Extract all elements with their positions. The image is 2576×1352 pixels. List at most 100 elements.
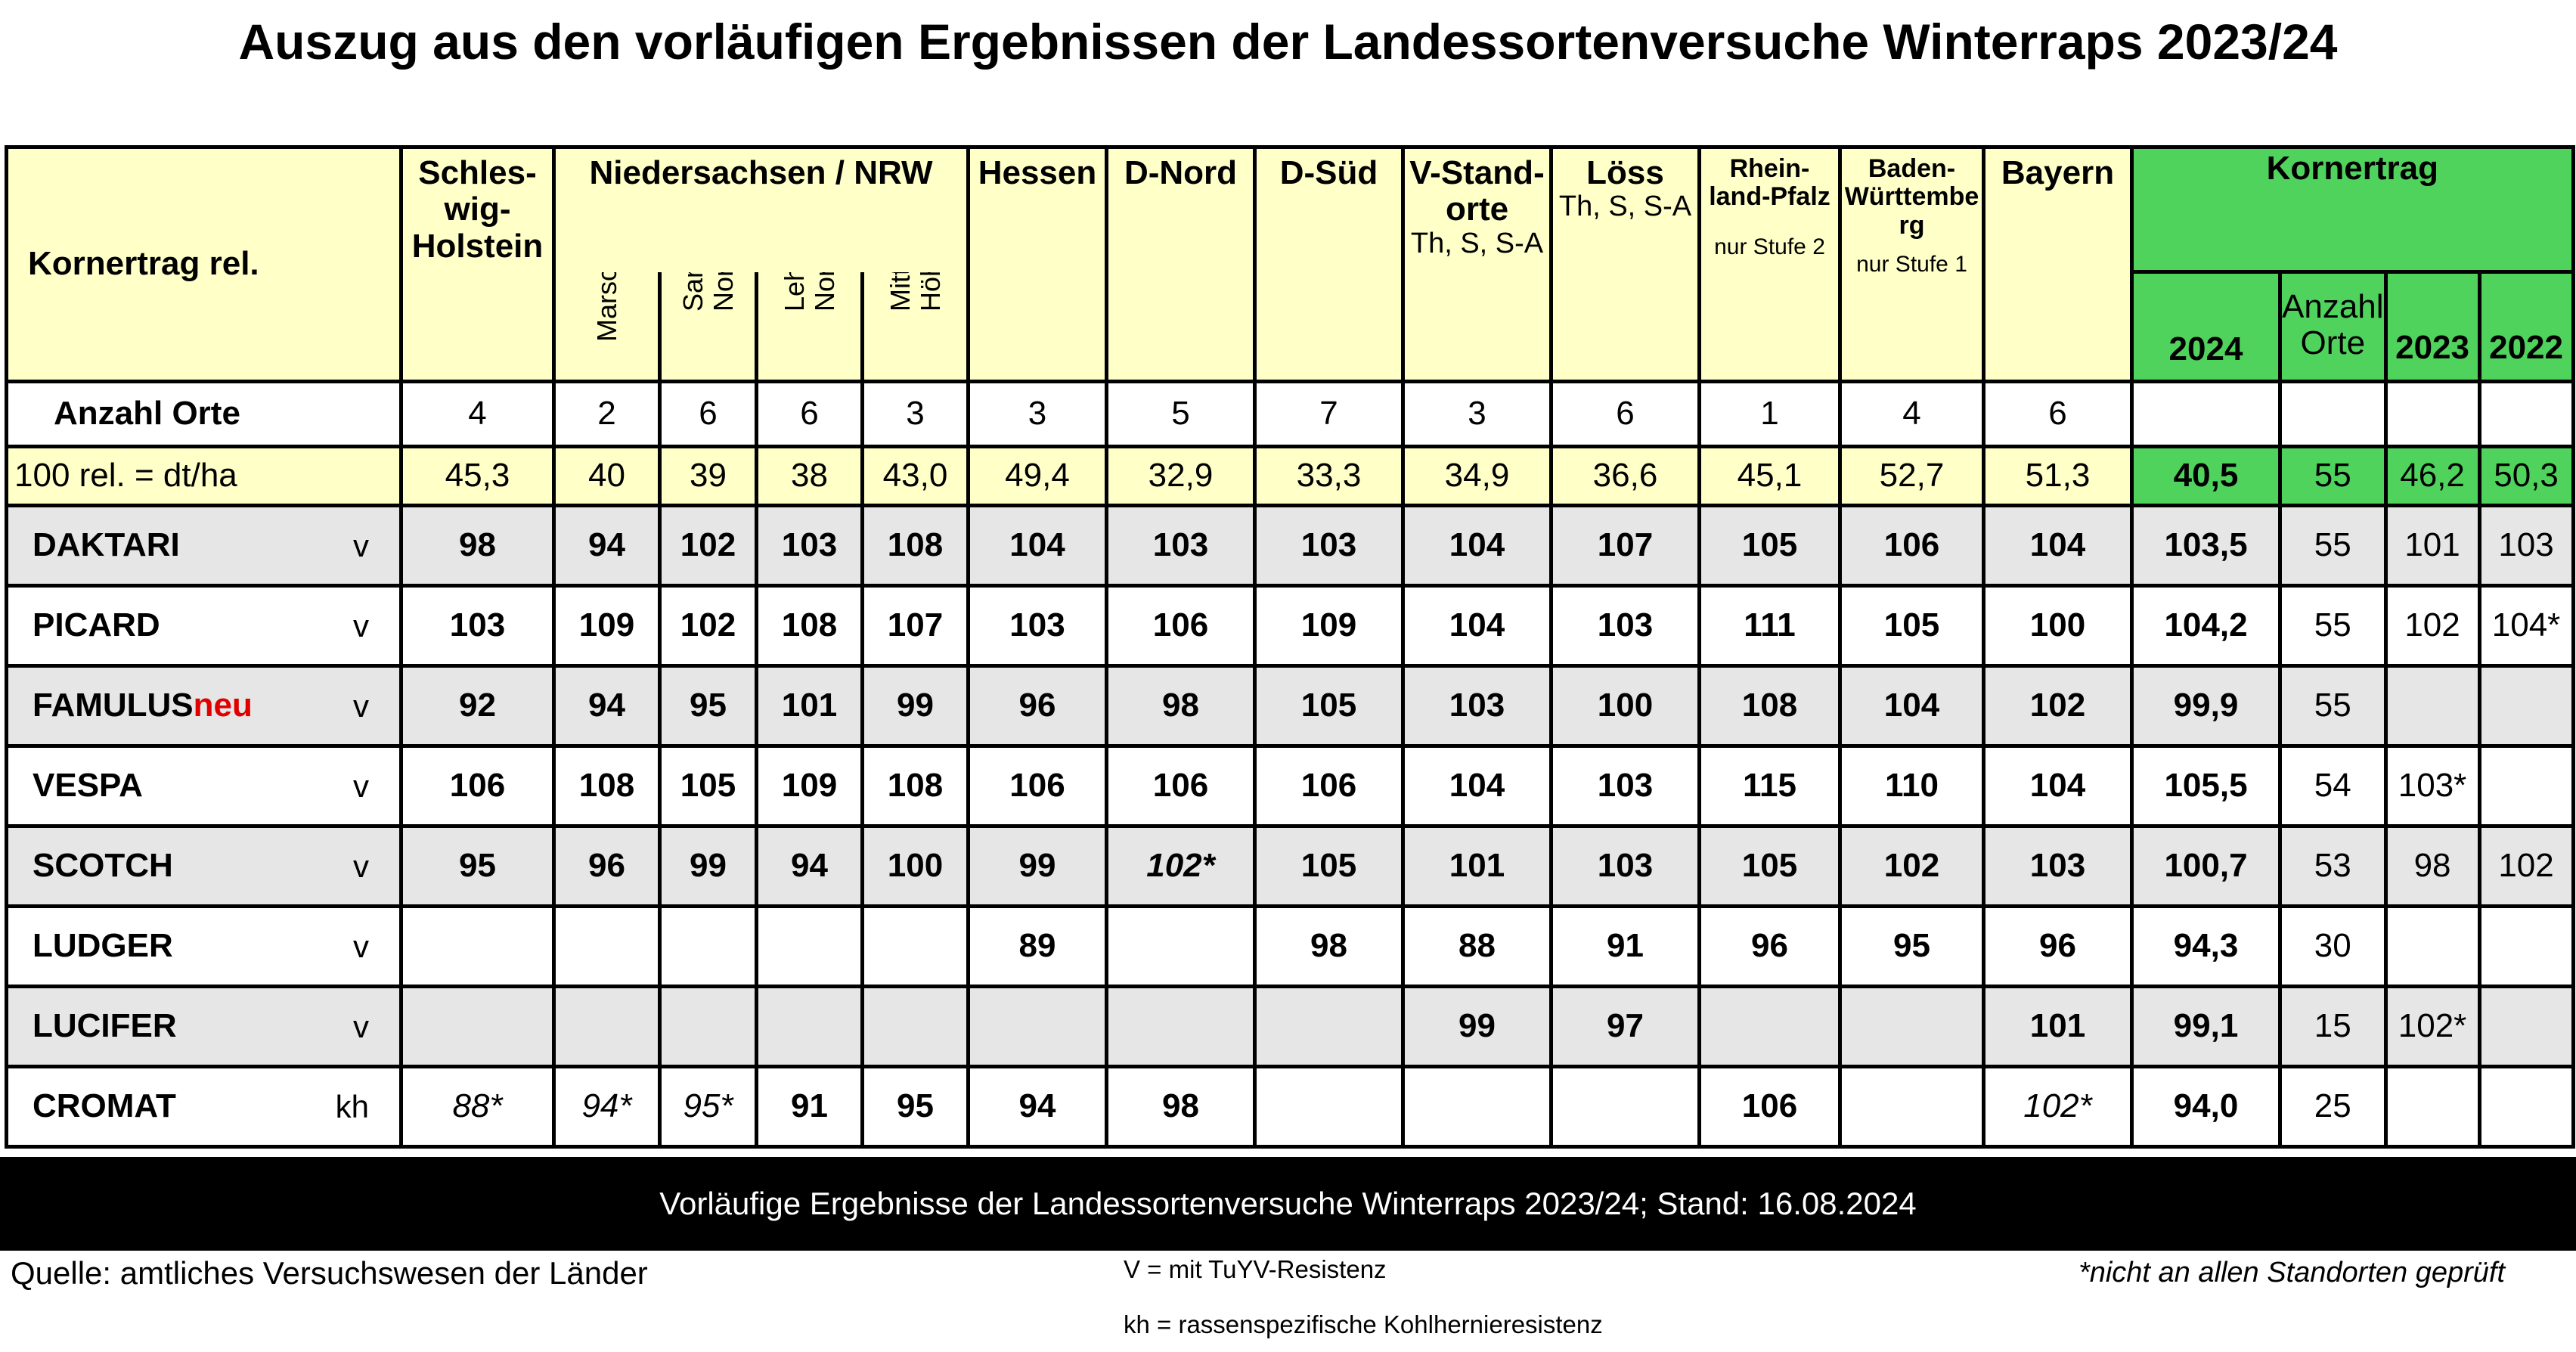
variety-name-cell: FAMULUSneu v (5, 664, 403, 748)
table-cell (1401, 1065, 1553, 1149)
corner-label: Kornertrag rel. (5, 145, 403, 383)
table-cell: 91 (1549, 904, 1701, 988)
table-cell: 103 (1982, 824, 2134, 908)
table-cell: 94 (552, 664, 662, 748)
empty-cell (2383, 380, 2481, 448)
header-rheinland-pfalz: Rhein-land-Pfalz nur Stufe 2 (1697, 145, 1842, 383)
variety-row: VESPA v 106 108 105 109 108 106 106 106 104 103 115 1… (5, 744, 2575, 828)
kornertrag-2024-cell: 103,5 (2130, 504, 2282, 588)
header-marsch: Marsch (552, 271, 662, 383)
header-baden-wuerttemberg-note: nur Stufe 1 (1856, 252, 1967, 278)
table-cell: 104 (1982, 744, 2134, 828)
kornertrag-2023-cell (2383, 904, 2481, 988)
kornertrag-2024-cell: 94,3 (2130, 904, 2282, 988)
table-cell: 102 (658, 584, 758, 668)
table-cell: 105 (1253, 664, 1405, 748)
table-cell: 102 (658, 504, 758, 588)
table-cell: 105 (1838, 584, 1985, 668)
table-cell: 100 (1982, 584, 2134, 668)
legend-v: V = mit TuYV-Resistenz (1124, 1255, 1387, 1283)
table-cell (966, 985, 1108, 1068)
table-cell: 107 (860, 584, 970, 668)
table-cell (755, 985, 864, 1068)
header-lehmboeden-line2: Nordwest (809, 272, 840, 312)
table-cell (1697, 985, 1842, 1068)
table-cell: 88* (399, 1065, 556, 1149)
header-loess: Löss Th, S, S-A (1549, 145, 1701, 383)
table-cell: 108 (552, 744, 662, 828)
kornertrag-2022-cell (2477, 985, 2575, 1068)
anzahl-orte-cell: 6 (658, 380, 758, 448)
header-schleswig-holstein-label: Schles-wig-Holstein (411, 154, 544, 265)
table-cell: 95 (658, 664, 758, 748)
header-sandboeden-label: SandbödenNordwest (677, 272, 739, 312)
legend-kh: kh = rassenspezifische Kohlhernieresiste… (1124, 1310, 1603, 1338)
table-cell (755, 904, 864, 988)
header-hessen-label: Hessen (978, 154, 1097, 191)
table-cell: 106 (966, 744, 1108, 828)
header-baden-wuerttemberg-label: Baden-Württembe rg (1844, 154, 1979, 240)
variety-name-cell: DAKTARI v (5, 504, 403, 588)
reference-anzahl-orte: 55 (2278, 445, 2388, 507)
table-cell (1838, 985, 1985, 1068)
kornertrag-2022-cell (2477, 664, 2575, 748)
header-v-standorte: V-Stand-orte Th, S, S-A (1401, 145, 1553, 383)
table-cell: 103 (1549, 584, 1701, 668)
table-cell: 102 (1982, 664, 2134, 748)
header-kornertrag: Kornertrag (2130, 145, 2575, 274)
table-cell: 91 (755, 1065, 864, 1149)
kornertrag-2024-cell: 100,7 (2130, 824, 2282, 908)
reference-kornertrag-2024: 40,5 (2130, 445, 2282, 507)
kornertrag-2023-cell (2383, 664, 2481, 748)
table-cell (1549, 1065, 1701, 1149)
anzahl-orte-cell: 1 (1697, 380, 1842, 448)
table-cell (1838, 1065, 1985, 1149)
header-mittel-line1: Mittel- und (885, 272, 916, 312)
header-loess-label: Löss (1586, 154, 1664, 191)
variety-name: VESPA (33, 767, 143, 805)
table-cell: 103 (1401, 664, 1553, 748)
table-cell (860, 985, 970, 1068)
header-sandboeden: SandbödenNordwest (658, 271, 758, 383)
anzahl-orte-cell: 25 (2278, 1065, 2388, 1149)
table-cell: 108 (860, 504, 970, 588)
variety-name-cell: CROMAT kh (5, 1065, 403, 1149)
table-cell: 109 (755, 744, 864, 828)
header-year-2022: 2022 (2477, 270, 2575, 383)
table-cell (658, 985, 758, 1068)
anzahl-orte-cell: 15 (2278, 985, 2388, 1068)
kornertrag-2024-cell: 99,9 (2130, 664, 2282, 748)
table-cell: 96 (1982, 904, 2134, 988)
variety-new-badge: neu (193, 687, 253, 724)
variety-resistance-type: v (353, 1008, 369, 1044)
kornertrag-2022-cell: 102 (2477, 824, 2575, 908)
variety-row: CROMAT kh 88* 94* 95* 91 95 94 98 106 102* 94,0 25 (5, 1065, 2575, 1149)
table-cell (552, 985, 662, 1068)
reference-cell: 34,9 (1401, 445, 1553, 507)
table-cell: 106 (1105, 744, 1257, 828)
reference-kornertrag-2022: 50,3 (2477, 445, 2575, 507)
reference-cell: 32,9 (1105, 445, 1257, 507)
header-sandboeden-line2: Nordwest (708, 272, 739, 312)
header-sandboeden-line1: Sandböden (677, 272, 708, 312)
variety-row: DAKTARI v 98 94 102 103 108 104 103 103 104 107 105 1… (5, 504, 2575, 588)
table-cell: 100 (1549, 664, 1701, 748)
kornertrag-2022-cell: 103 (2477, 504, 2575, 588)
table-cell: 101 (1401, 824, 1553, 908)
table-cell: 103 (755, 504, 864, 588)
table-cell: 99 (658, 824, 758, 908)
table-cell: 95 (860, 1065, 970, 1149)
header-d-sued-label: D-Süd (1279, 154, 1378, 191)
anzahl-orte-cell: 6 (755, 380, 864, 448)
kornertrag-2024-cell: 99,1 (2130, 985, 2282, 1068)
anzahl-orte-cell: 54 (2278, 744, 2388, 828)
table-cell: 92 (399, 664, 556, 748)
variety-name: SCOTCH (33, 847, 173, 885)
anzahl-orte-row: Anzahl Orte 4 2 6 6 3 3 5 7 3 6 1 4 6 (5, 380, 2575, 448)
variety-name: PICARD (33, 606, 160, 644)
table-cell: 89 (966, 904, 1108, 988)
header-bayern: Bayern (1982, 145, 2134, 383)
kornertrag-2023-cell: 102* (2383, 985, 2481, 1068)
table-cell: 102 (1838, 824, 1985, 908)
anzahl-orte-cell: 3 (860, 380, 970, 448)
